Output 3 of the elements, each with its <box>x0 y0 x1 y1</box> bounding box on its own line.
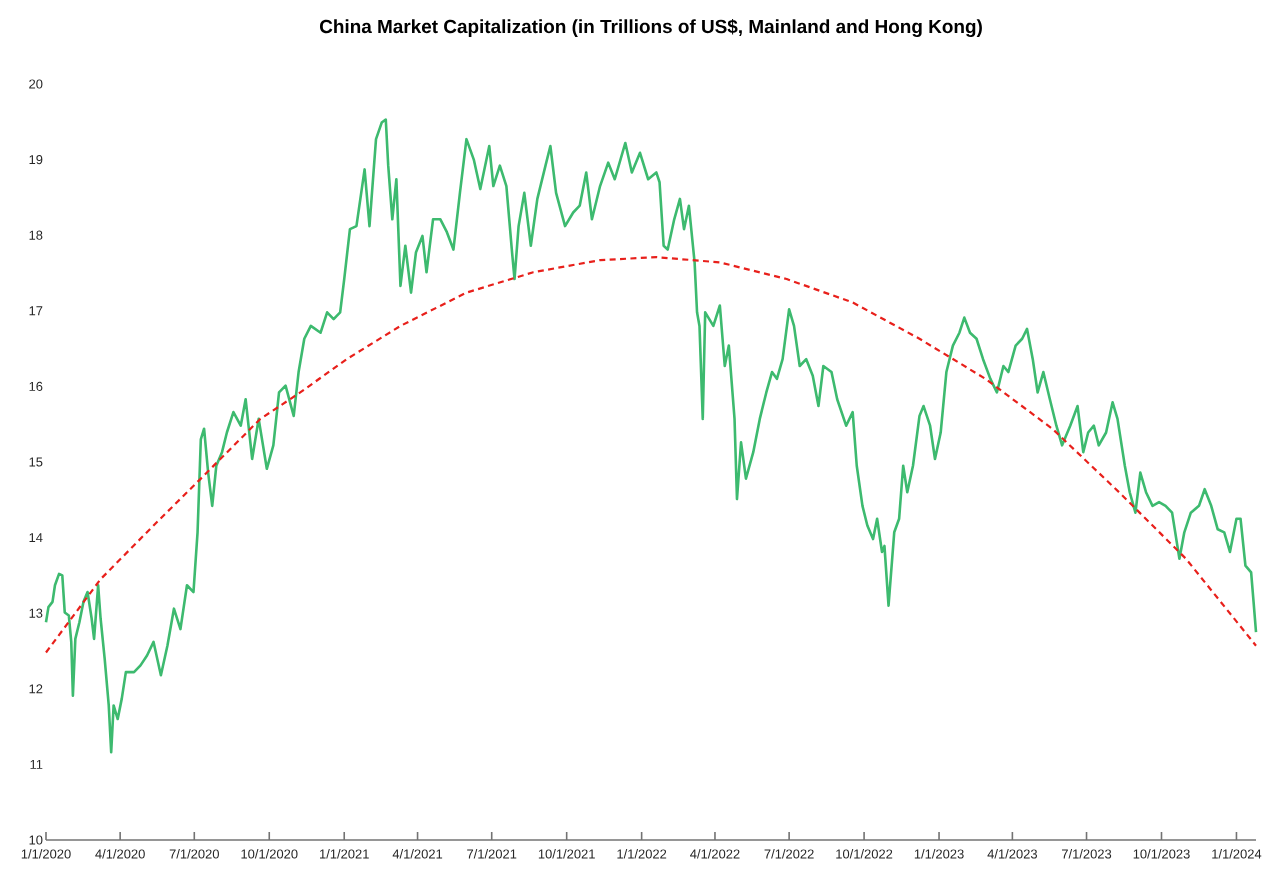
line-series <box>44 118 1258 754</box>
chart-title: China Market Capitalization (in Trillions of US$, Mainland and Hong Kong) <box>319 18 982 37</box>
line-series <box>44 256 1258 654</box>
